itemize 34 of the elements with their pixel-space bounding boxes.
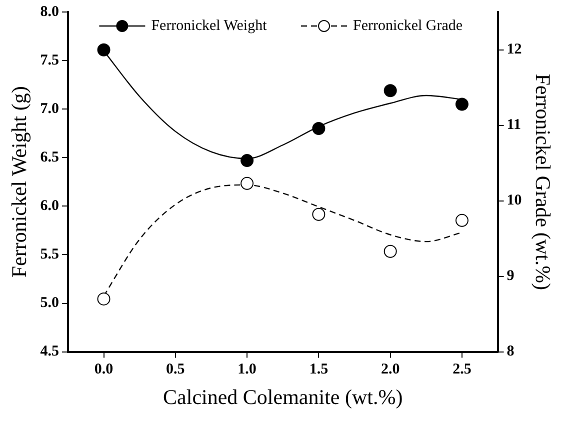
y-tick-label: 8.0 [40,4,59,20]
y-tick-label: 5.5 [40,246,59,263]
point [312,208,326,221]
y2-axis-title: Ferronickel Grade (wt.%) [530,74,555,290]
point [240,176,254,190]
y2-tick-label: 9 [506,268,514,284]
point [240,154,254,168]
y-tick-label: 6.5 [40,150,59,166]
y-tick-label: 5.0 [40,295,59,312]
point [455,214,468,227]
y2-tick-label: 12 [506,42,522,58]
point [384,84,397,98]
x-tick-label: 0.0 [94,362,114,378]
point [384,244,397,258]
legend-label: Ferronickel Grade [353,18,463,34]
x-tick-label: 1.0 [238,362,256,378]
x-tick-label: 0.5 [166,362,185,378]
y-tick-label: 6.0 [40,198,59,214]
y-tick-label: 7.5 [40,52,59,68]
point [97,292,110,306]
x-axis-title: Calcined Colemanite (wt.%) [163,384,403,409]
point [97,43,110,56]
x-tick-label: 2.0 [380,362,400,378]
legend-label: Ferronickel Weight [151,18,268,34]
y-tick-label: 4.5 [40,344,59,360]
x-tick-label: 1.5 [309,362,328,378]
y2-tick-label: 11 [506,117,521,134]
point [312,122,326,136]
y2-tick-label: 8 [506,344,514,360]
point [455,98,468,111]
y-tick-label: 7.0 [40,100,59,117]
x-tick-label: 2.5 [452,362,472,378]
y-axis-title: Ferronickel Weight (g) [7,86,32,278]
y2-tick-label: 10 [506,192,522,209]
